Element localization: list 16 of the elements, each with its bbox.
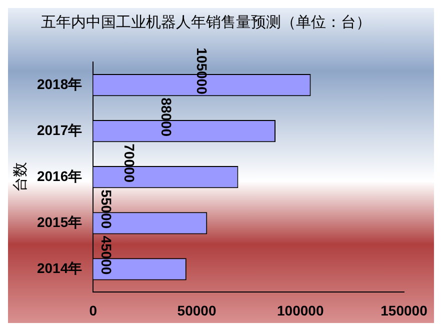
data-label: 88000 [158, 98, 175, 137]
data-label: 70000 [121, 144, 138, 183]
y-axis-title: 台数 [10, 162, 29, 192]
y-tick-label: 2016年 [36, 168, 82, 184]
chart-title: 五年内中国工业机器人年销售量预测（单位：台） [41, 12, 371, 31]
y-tick-label: 2014年 [36, 260, 82, 276]
data-label: 105000 [194, 48, 210, 95]
data-label: 55000 [98, 190, 114, 229]
y-tick-label: 2017年 [36, 122, 82, 138]
x-tick-label: 50000 [177, 302, 216, 318]
y-tick-label: 2018年 [36, 76, 82, 92]
y-tick-label: 2015年 [36, 214, 82, 230]
data-label: 45000 [98, 236, 114, 275]
x-tick-label: 0 [89, 302, 98, 318]
x-tick-label: 150000 [380, 302, 428, 318]
x-tick-label: 100000 [277, 302, 324, 318]
